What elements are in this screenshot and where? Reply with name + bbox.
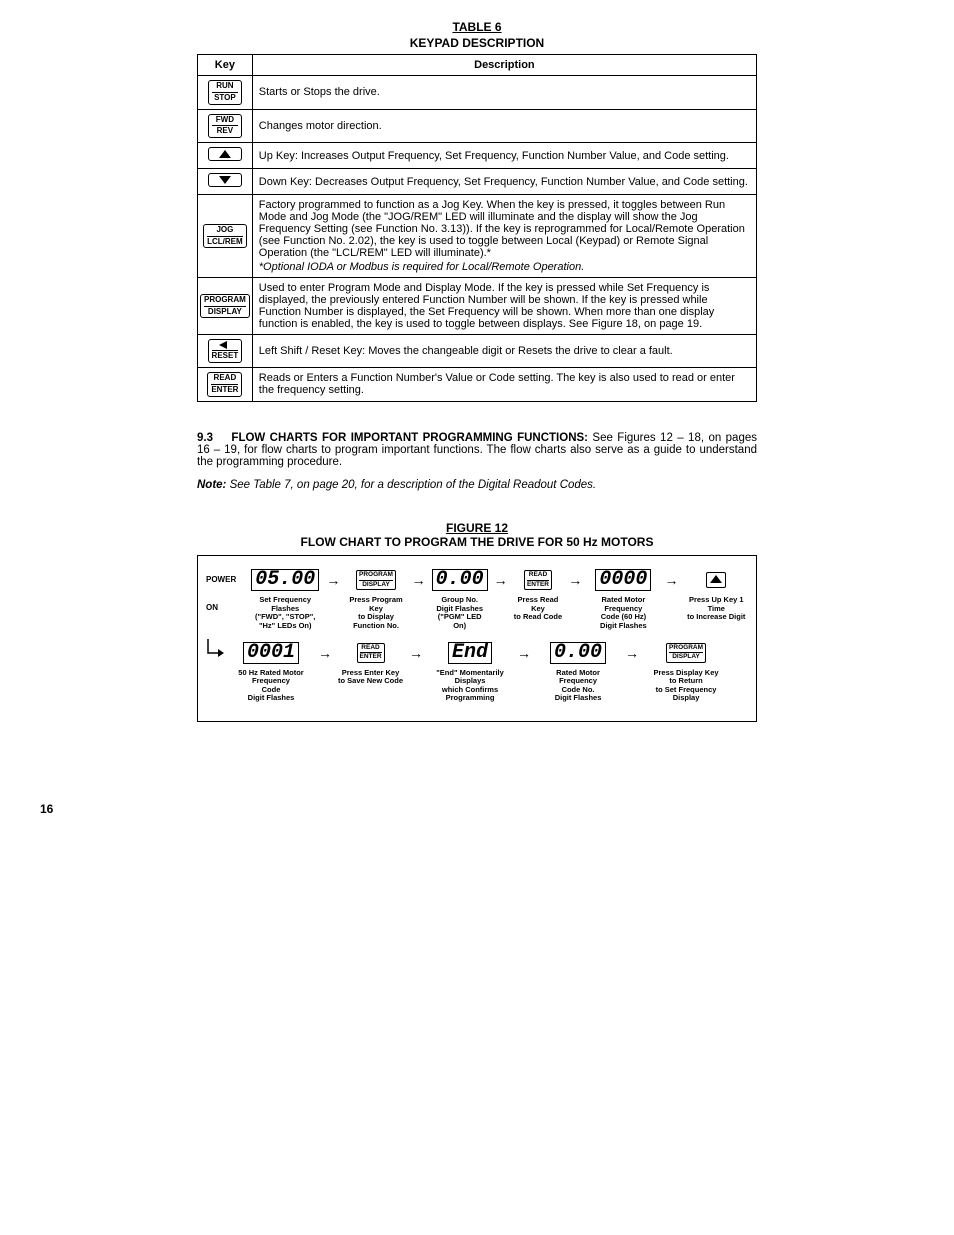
key-cell — [198, 169, 253, 195]
flow-item: 0.00 Rated Motor FrequencyCode No.Digit F… — [537, 639, 619, 704]
flow-item: READENTER Press Read Keyto Read Code — [514, 566, 563, 622]
footnote: *Optional IODA or Modbus is required for… — [259, 261, 750, 273]
keycap: READENTER — [207, 372, 242, 397]
lcd-display: 0.00 — [432, 569, 488, 591]
table-row: READENTER Reads or Enters a Function Numb… — [198, 367, 757, 401]
section-note: Note: See Table 7, on page 20, for a des… — [197, 479, 757, 491]
key-cell: RUNSTOP — [198, 76, 253, 110]
desc-cell: Left Shift / Reset Key: Moves the change… — [252, 335, 756, 368]
key-cell: RESET — [198, 335, 253, 368]
desc-cell: Reads or Enters a Function Number's Valu… — [252, 367, 756, 401]
flow-caption: Press Read Keyto Read Code — [514, 596, 563, 622]
arrow-icon: → — [412, 566, 426, 594]
table-title: TABLE 6 — [40, 20, 914, 34]
desc-cell: Up Key: Increases Output Frequency, Set … — [252, 143, 756, 169]
figure-title: FIGURE 12 — [40, 521, 914, 535]
flow-item: READENTER Press Enter Keyto Save New Code — [338, 639, 403, 686]
arrow-icon: → — [517, 639, 531, 667]
arrow-icon: → — [494, 566, 508, 594]
key-cell: JOGLCL/REM — [198, 195, 253, 278]
desc-cell: Factory programmed to function as a Jog … — [252, 195, 756, 278]
flow-item: 0000 Rated Motor FrequencyCode (60 Hz)Dig… — [588, 566, 658, 631]
flow-row-1: POWER ON 05.00 Set Frequency Flashes("FWD"… — [206, 566, 748, 631]
table-row: RESET Left Shift / Reset Key: Moves the c… — [198, 335, 757, 368]
keycap: READENTER — [357, 643, 385, 663]
desc-cell: Down Key: Decreases Output Frequency, Se… — [252, 169, 756, 195]
down-arrow-icon — [208, 173, 242, 187]
keycap: PROGRAMDISPLAY — [666, 643, 706, 663]
table-row: Up Key: Increases Output Frequency, Set … — [198, 143, 757, 169]
section-number: 9.3 — [197, 432, 227, 444]
key-cell: READENTER — [198, 367, 253, 401]
table-subtitle: KEYPAD DESCRIPTION — [40, 36, 914, 50]
flow-item: PROGRAMDISPLAY Press Display Keyto Return… — [645, 639, 727, 704]
arrow-icon: → — [625, 639, 639, 667]
flow-caption: 50 Hz Rated Motor FrequencyCodeDigit Fla… — [230, 669, 312, 704]
keycap: PROGRAMDISPLAY — [200, 294, 250, 319]
flow-item: PROGRAMDISPLAY Press Program Keyto Displa… — [346, 566, 405, 631]
note-body: See Table 7, on page 20, for a descripti… — [226, 479, 596, 491]
flow-caption: Set Frequency Flashes("FWD", "STOP", "Hz… — [250, 596, 320, 631]
flow-caption: Rated Motor FrequencyCode (60 Hz)Digit F… — [588, 596, 658, 631]
figure-subtitle: FLOW CHART TO PROGRAM THE DRIVE FOR 50 H… — [40, 535, 914, 549]
up-arrow-icon — [208, 147, 242, 161]
flow-connector-icon — [206, 639, 224, 670]
keycap: READENTER — [524, 570, 552, 590]
flow-row-2: 0001 50 Hz Rated Motor FrequencyCodeDigit… — [206, 639, 748, 704]
section-9-3: 9.3 FLOW CHARTS FOR IMPORTANT PROGRAMMIN… — [197, 432, 757, 492]
desc-cell: Changes motor direction. — [252, 109, 756, 143]
lcd-display: 0001 — [243, 642, 299, 664]
lcd-display: End — [448, 642, 492, 664]
flow-item: 05.00 Set Frequency Flashes("FWD", "STOP"… — [250, 566, 320, 631]
keypad-table: Key Description RUNSTOP Starts or Stops t… — [197, 54, 757, 402]
key-cell — [198, 143, 253, 169]
flow-caption: Press Program Keyto DisplayFunction No. — [346, 596, 405, 631]
flow-item: 0.00 Group No.Digit Flashes("PGM" LED On) — [432, 566, 488, 631]
arrow-icon: → — [326, 566, 340, 594]
page-number: 16 — [40, 802, 914, 816]
table-row: FWDREV Changes motor direction. — [198, 109, 757, 143]
desc-cell: Starts or Stops the drive. — [252, 76, 756, 110]
lcd-display: 0000 — [595, 569, 651, 591]
arrow-icon: → — [318, 639, 332, 667]
key-cell: PROGRAMDISPLAY — [198, 278, 253, 335]
flow-caption: Press Up Key 1 Timeto Increase Digit — [685, 596, 748, 622]
table-row: PROGRAMDISPLAYUsed to enter Program Mode… — [198, 278, 757, 335]
keycap: RUNSTOP — [208, 80, 242, 105]
flowchart-box: POWER ON 05.00 Set Frequency Flashes("FWD"… — [197, 555, 757, 722]
table-row: JOGLCL/REMFactory programmed to function… — [198, 195, 757, 278]
left-arrow-icon: RESET — [208, 339, 243, 363]
keycap: JOGLCL/REM — [203, 224, 247, 249]
table-row: Down Key: Decreases Output Frequency, Se… — [198, 169, 757, 195]
flow-caption: Press Enter Keyto Save New Code — [338, 669, 403, 686]
flow-caption: Group No.Digit Flashes("PGM" LED On) — [432, 596, 488, 631]
flow-caption: Press Display Keyto Returnto Set Frequen… — [645, 669, 727, 704]
lcd-display: 05.00 — [251, 569, 319, 591]
flow-item: 0001 50 Hz Rated Motor FrequencyCodeDigit… — [230, 639, 312, 704]
lcd-display: 0.00 — [550, 642, 606, 664]
section-heading: FLOW CHARTS FOR IMPORTANT PROGRAMMING FU… — [231, 432, 588, 444]
col-desc: Description — [252, 55, 756, 76]
arrow-icon: → — [665, 566, 679, 594]
col-key: Key — [198, 55, 253, 76]
note-label: Note: — [197, 479, 226, 491]
keycap: FWDREV — [208, 114, 242, 139]
power-on-label: POWER ON — [206, 566, 244, 622]
flow-caption: Rated Motor FrequencyCode No.Digit Flash… — [537, 669, 619, 704]
key-cell: FWDREV — [198, 109, 253, 143]
table-row: RUNSTOP Starts or Stops the drive. — [198, 76, 757, 110]
desc-cell: Used to enter Program Mode and Display M… — [252, 278, 756, 335]
flow-item: End "End" Momentarily Displayswhich Confi… — [429, 639, 511, 704]
flow-item: Press Up Key 1 Timeto Increase Digit — [685, 566, 748, 622]
arrow-icon: → — [568, 566, 582, 594]
keycap: PROGRAMDISPLAY — [356, 570, 396, 590]
flow-caption: "End" Momentarily Displayswhich Confirms… — [429, 669, 511, 704]
up-arrow-icon — [706, 572, 726, 589]
arrow-icon: → — [409, 639, 423, 667]
